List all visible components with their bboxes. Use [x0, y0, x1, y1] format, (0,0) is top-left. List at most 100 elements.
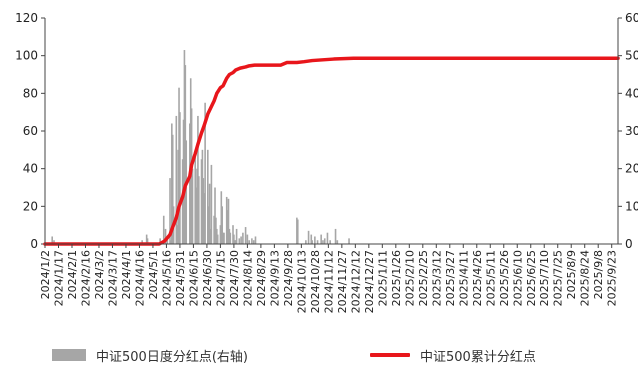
bar	[296, 219, 299, 244]
bar	[316, 240, 319, 244]
left-tick-label: 0	[30, 237, 38, 251]
x-tick-label: 2024/7/15	[214, 250, 227, 306]
bar	[162, 215, 165, 244]
bar	[210, 164, 213, 244]
bar	[334, 228, 337, 244]
bar	[183, 50, 186, 244]
bar	[223, 232, 225, 244]
bar	[215, 217, 217, 244]
legend-label-line: 中证500累计分红点	[420, 349, 536, 365]
left-tick-label: 80	[23, 86, 38, 100]
left-tick-label: 100	[15, 49, 38, 63]
bar	[244, 227, 247, 244]
x-tick-label: 2024/4/16	[133, 250, 146, 306]
bar	[323, 238, 326, 244]
x-tick-label: 2025/9/23	[606, 250, 619, 306]
bar	[238, 238, 241, 244]
bar	[209, 228, 212, 244]
bar	[170, 240, 172, 244]
x-tick-label: 2025/2/25	[417, 250, 430, 306]
x-tick-label: 2025/9/8	[592, 250, 605, 299]
x-tick-label: 2024/8/29	[255, 250, 268, 306]
bar	[145, 234, 148, 244]
x-tick-label: 2025/7/10	[538, 250, 551, 306]
bar	[185, 140, 188, 244]
x-tick-label: 2024/3/17	[106, 250, 119, 306]
bar	[196, 168, 198, 244]
bar	[226, 210, 229, 244]
right-tick-label: 300	[625, 124, 638, 138]
bar	[307, 230, 310, 244]
bar	[169, 178, 171, 244]
bar	[176, 225, 179, 244]
x-tick-label: 2025/3/27	[444, 250, 457, 306]
bar	[171, 123, 173, 244]
x-tick-label: 2024/1/2	[39, 250, 52, 299]
x-tick-label: 2024/10/13	[295, 250, 308, 313]
bar	[141, 240, 143, 244]
bar	[202, 178, 205, 244]
axes	[44, 18, 619, 245]
bar	[232, 225, 234, 244]
bar	[329, 240, 331, 244]
bar	[213, 215, 215, 244]
legend-swatch-line	[370, 353, 410, 357]
x-tick-label: 2025/3/12	[430, 250, 443, 306]
bar	[221, 206, 224, 244]
legend-label-bar: 中证500日度分红点(右轴)	[96, 349, 248, 365]
bar	[53, 240, 55, 244]
bar	[216, 228, 218, 244]
x-tick-label: 2025/4/11	[457, 250, 470, 306]
x-tick-label: 2025/4/26	[471, 250, 484, 306]
x-tick-label: 2025/8/9	[565, 250, 578, 299]
bar	[171, 134, 174, 244]
x-tick-label: 2024/2/16	[79, 250, 92, 306]
bar	[207, 206, 210, 244]
left-tick-label: 60	[23, 124, 38, 138]
bar	[322, 240, 324, 244]
x-tick-label: 2025/8/24	[579, 250, 592, 306]
x-tick-label: 2024/2/1	[66, 250, 79, 299]
left-tick-label: 40	[23, 162, 38, 176]
bar	[207, 149, 209, 244]
x-tick-label: 2025/5/26	[498, 250, 511, 306]
bar	[228, 228, 231, 244]
bar	[200, 159, 203, 244]
line-series-cumulative-dividend	[43, 56, 620, 246]
bar	[164, 228, 167, 244]
legend-item-line: 中证500累计分红点	[370, 346, 536, 365]
bar	[194, 155, 197, 244]
bar	[326, 232, 329, 244]
bar	[234, 240, 236, 244]
bar	[204, 102, 206, 244]
bar	[175, 115, 178, 245]
x-tick-label: 2024/1/17	[52, 250, 65, 306]
bar	[348, 238, 350, 244]
bar	[184, 65, 187, 244]
x-tick-label: 2025/2/10	[403, 250, 416, 306]
bar-series-daily-dividend	[51, 50, 350, 245]
x-tick-label: 2025/1/11	[376, 250, 389, 306]
right-tick-label: 400	[625, 86, 638, 100]
x-tick-label: 2024/11/27	[336, 250, 349, 313]
bar	[233, 234, 235, 244]
x-tick-label: 2024/6/30	[201, 250, 214, 306]
bar	[234, 240, 237, 244]
bar	[320, 234, 322, 244]
x-tick-label: 2024/3/2	[93, 250, 106, 299]
bar	[225, 196, 228, 244]
left-axis-ticks: 0 20 40 60 80 100 120	[15, 11, 45, 251]
x-tick-label: 2024/5/16	[160, 250, 173, 306]
bar	[203, 193, 206, 244]
x-tick-label: 2024/8/14	[241, 250, 254, 306]
bar	[146, 238, 149, 244]
right-tick-label: 200	[625, 162, 638, 176]
legend-swatch-bar	[52, 349, 86, 361]
x-tick-label: 2024/9/28	[282, 250, 295, 306]
bar	[189, 78, 192, 245]
x-tick-label: 2024/11/12	[322, 250, 335, 313]
right-axis-ticks: 0 100 200 300 400 500 600	[618, 11, 638, 251]
bar	[214, 187, 216, 244]
x-tick-label: 2024/9/13	[268, 250, 281, 306]
